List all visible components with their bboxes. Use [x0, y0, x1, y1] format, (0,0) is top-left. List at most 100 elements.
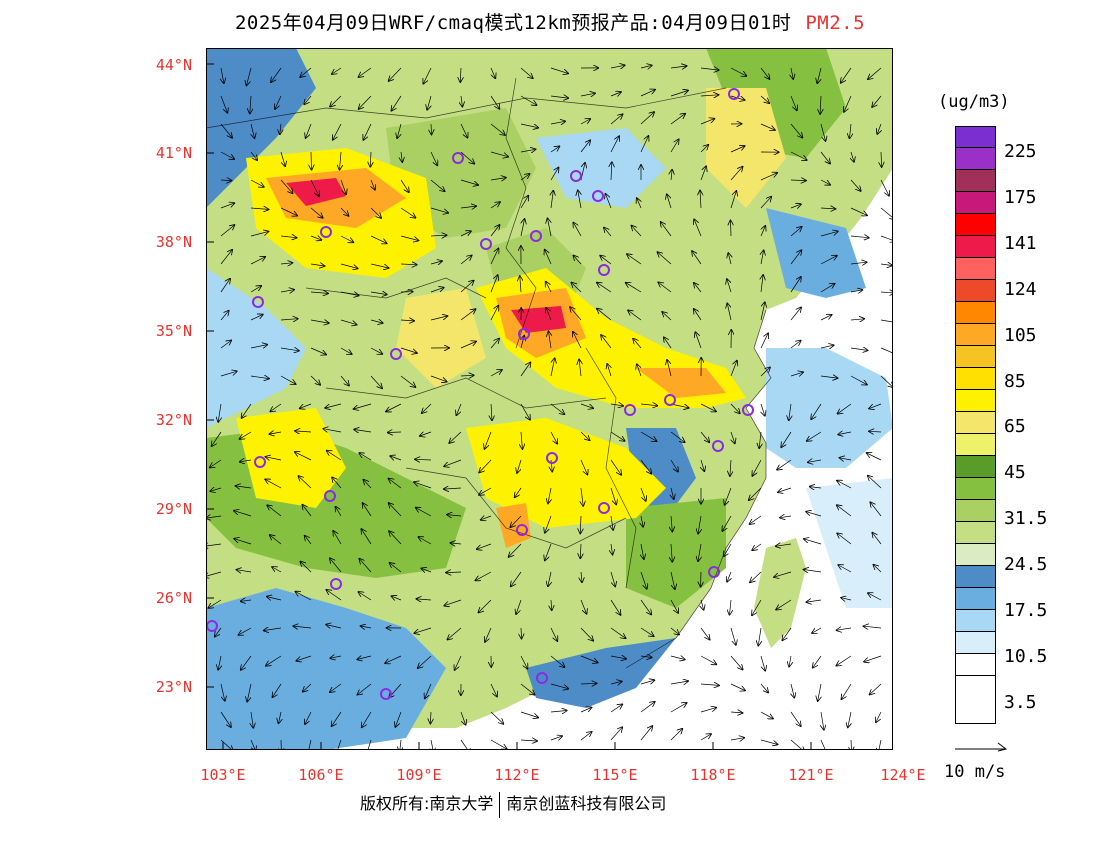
wind-arrow	[837, 655, 852, 666]
wind-arrow	[250, 151, 257, 160]
wind-arrow	[790, 95, 797, 110]
wind-arrow	[326, 625, 342, 628]
lon-label: 121°E	[788, 766, 834, 784]
wind-arrow	[640, 702, 655, 713]
wind-arrow	[520, 123, 538, 128]
wind-arrow	[760, 302, 765, 321]
wind-arrow	[370, 320, 383, 323]
wind-arrow	[250, 179, 264, 187]
colorbar-label: 175	[1004, 187, 1037, 208]
wind-arrow	[777, 459, 792, 470]
wind-arrow	[490, 151, 508, 157]
wind-arrow	[760, 711, 773, 719]
wind-arrow	[850, 179, 861, 191]
wind-arrow	[580, 140, 590, 153]
wind-arrow	[490, 225, 500, 237]
wind-arrow	[264, 628, 282, 631]
wind-arrow	[310, 179, 319, 196]
wind-arrow	[610, 114, 623, 125]
wind-arrow	[597, 309, 612, 321]
city-marker	[570, 170, 582, 182]
wind-arrow	[550, 711, 567, 713]
wind-arrow	[520, 711, 538, 718]
wind-arrow	[820, 208, 835, 209]
wind-arrow	[490, 683, 497, 696]
wind-arrow	[776, 599, 792, 610]
wind-arrow	[490, 275, 498, 293]
wind-arrow	[670, 459, 678, 472]
wind-arrow	[573, 223, 582, 237]
wind-arrow	[295, 452, 312, 461]
wind-arrow	[310, 207, 323, 218]
wind-arrow	[761, 226, 765, 237]
city-marker	[480, 238, 492, 250]
wind-arrow	[303, 683, 312, 692]
wind-arrow	[545, 543, 552, 560]
wind-arrow	[597, 283, 612, 293]
wind-arrow	[490, 202, 500, 209]
wind-arrow	[701, 599, 704, 610]
colorbar-label: 105	[1004, 325, 1037, 346]
wind-arrow	[385, 655, 402, 663]
wind-arrow	[730, 459, 731, 476]
wind-arrow	[790, 227, 802, 237]
wind-arrow	[389, 531, 402, 545]
wind-arrow	[637, 198, 641, 209]
wind-arrow	[521, 627, 522, 638]
wind-arrow	[220, 371, 237, 377]
colorbar	[956, 126, 996, 676]
wind-arrow	[304, 95, 312, 104]
wind-arrow	[820, 95, 821, 114]
wind-arrow	[725, 487, 732, 505]
wind-arrow	[215, 627, 222, 637]
lat-label: 29°N	[155, 500, 192, 518]
colorbar-label: 85	[1004, 371, 1026, 392]
wind-arrow	[790, 711, 801, 726]
city-marker	[624, 404, 636, 416]
map-title: 2025年04月09日WRF/cmaq模式12km预报产品:04月09日01时 P…	[0, 8, 1100, 35]
wind-arrow	[550, 736, 562, 740]
wind-arrow	[838, 403, 852, 414]
wind-arrow	[419, 537, 432, 545]
wind-arrow	[778, 487, 792, 492]
wind-arrow	[392, 596, 402, 600]
wind-arrow	[820, 123, 826, 141]
wind-arrow	[359, 592, 372, 601]
wind-arrow	[280, 179, 293, 193]
wind-arrow	[760, 67, 769, 79]
city-marker	[330, 578, 342, 590]
wind-arrow	[520, 174, 529, 181]
city-marker	[536, 672, 548, 684]
wind-arrow	[521, 219, 525, 237]
wind-arrow	[670, 140, 679, 153]
wind-arrow	[247, 67, 252, 85]
wind-arrow	[878, 739, 881, 750]
wind-arrow	[241, 655, 252, 670]
wind-arrow	[694, 220, 702, 237]
wind-arrow	[267, 505, 282, 517]
wind-arrow	[520, 149, 535, 152]
city-marker	[708, 566, 720, 578]
wind-arrow	[670, 571, 675, 589]
wind-arrow	[430, 711, 431, 723]
wind-arrow	[308, 739, 312, 750]
colorbar-segment	[956, 522, 996, 544]
map-frame	[206, 48, 893, 750]
wind-arrow	[220, 151, 234, 159]
wind-arrow	[427, 95, 431, 110]
wind-arrow	[220, 180, 231, 181]
wind-arrow	[239, 627, 252, 635]
colorbar-label: 141	[1004, 233, 1037, 254]
wind-arrow	[752, 599, 762, 615]
wind-arrow	[701, 459, 704, 471]
wind-arrow	[610, 404, 623, 406]
wind-arrow	[580, 732, 592, 741]
wind-arrow	[418, 655, 432, 668]
wind-arrow	[485, 627, 492, 642]
lon-label: 115°E	[592, 766, 638, 784]
wind-arrow	[837, 481, 852, 489]
wind-arrow	[722, 515, 732, 531]
wind-arrow	[880, 347, 893, 355]
wind-arrow	[546, 282, 552, 293]
colorbar-segment	[956, 412, 996, 434]
